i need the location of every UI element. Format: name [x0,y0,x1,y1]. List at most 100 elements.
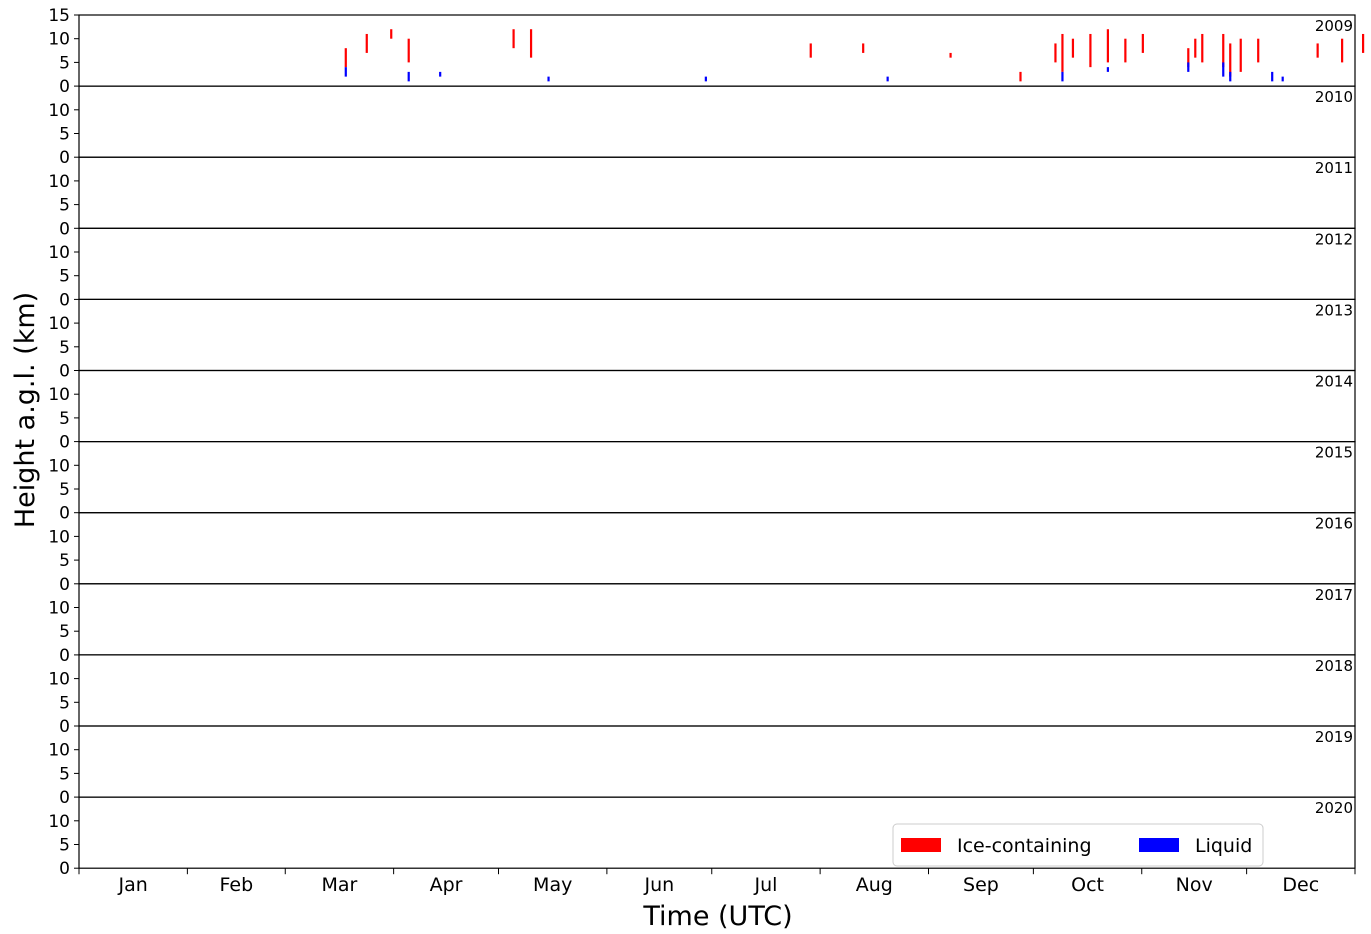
panel-frame [78,654,1356,727]
year-label: 2017 [1315,586,1353,604]
panel-frame [78,583,1356,656]
panel-frame [78,725,1356,798]
y-tick-label: 0 [59,646,70,666]
y-tick-label: 15 [48,6,70,26]
y-tick-label: 5 [59,622,70,642]
y-tick-label: 5 [59,338,70,358]
ice-bar [949,52,952,58]
y-tick-label: 0 [59,433,70,453]
liquid-bar [1229,71,1232,82]
ice-bar [1054,43,1057,63]
ice-bar [407,38,410,63]
year-label: 2018 [1315,657,1353,675]
y-tick-label: 0 [59,148,70,168]
y-tick-label: 10 [48,30,70,50]
ice-bar [365,33,368,53]
y-tick-label: 0 [59,219,70,239]
y-tick-label: 0 [59,290,70,310]
year-label: 2016 [1315,515,1353,533]
ice-bar [1194,38,1197,58]
ice-bar [529,29,533,58]
ice-bar [1019,71,1022,82]
liquid-bar [344,67,347,77]
liquid-bar [1106,67,1109,72]
x-axis: Jan Feb Mar Apr May Jun Jul Aug Sep Oct Nov Dec [78,868,1356,896]
panel-2014: 0 5 10 2014 [48,369,1356,453]
ice-bar [809,43,812,58]
panel-2020: 0 5 10 2020 [48,796,1356,879]
ice-bar [1341,38,1344,63]
y-tick-label: 5 [59,125,70,145]
month-label: Aug [856,874,893,896]
ice-bar [512,29,515,49]
year-label: 2020 [1315,799,1353,817]
month-label: Apr [430,874,463,896]
year-label: 2013 [1315,301,1353,319]
y-tick-label: 10 [48,741,70,761]
panel-frame [78,156,1356,229]
panel-frame [78,512,1356,585]
liquid-bar [886,76,889,82]
legend-label: Liquid [1195,835,1252,857]
liquid-bar [704,76,707,82]
liquid-bar [547,76,550,82]
y-tick-label: 5 [59,551,70,571]
y-tick-label: 5 [59,693,70,713]
liquid-bar [1187,62,1190,72]
y-tick-label: 10 [48,101,70,121]
y-tick-label: 10 [48,527,70,547]
y-tick-label: 0 [59,859,70,879]
y-tick-label: 10 [48,385,70,405]
panel-frame [78,227,1356,301]
ice-bar [1187,48,1190,68]
month-label: Jun [643,874,674,896]
panel-2011: 0 5 10 2011 [48,156,1356,239]
ice-bar [862,43,865,53]
y-tick-label: 10 [48,670,70,690]
y-tick-label: 5 [59,196,70,216]
month-label: May [533,874,572,896]
liquid-bar [1222,62,1225,77]
y-tick-label: 10 [48,243,70,263]
y-axis-title: Height a.g.l. (km) [10,292,41,528]
ice-bar [1361,33,1365,53]
y-tick-label: 0 [59,575,70,595]
ice-bar [1106,29,1109,63]
ice-bar [1141,33,1144,53]
y-tick-label: 5 [59,267,70,287]
month-label: Feb [219,874,253,896]
panel-2013: 0 5 10 2013 [48,298,1356,382]
liquid-bar [407,71,410,82]
ice-bar [1071,38,1075,58]
y-tick-label: 0 [59,77,70,97]
panel-2017: 0 5 10 2017 [48,583,1356,666]
y-tick-label: 0 [59,362,70,382]
y-tick-label: 5 [59,53,70,73]
y-tick-label: 5 [59,764,70,784]
ice-bar [1201,33,1204,63]
panel-frame [78,298,1356,372]
panel-2015: 0 5 10 2015 [48,441,1356,524]
ice-bar [1089,33,1092,68]
liquid-bar [1061,71,1064,82]
panel-frame [78,369,1356,443]
ice-bar [1222,33,1225,68]
panel-2012: 0 5 10 2012 [48,227,1356,310]
month-label: Oct [1071,874,1104,896]
liquid-bar [439,71,442,77]
panel-2016: 0 5 10 2016 [48,512,1356,595]
panel-frame [78,85,1356,158]
liquid-bar [1281,76,1284,82]
liquid-bar [1271,71,1274,82]
year-label: 2012 [1315,230,1353,248]
y-tick-label: 0 [59,504,70,524]
ice-bar [390,29,393,39]
month-label: Mar [322,874,358,896]
panel-2018: 0 5 10 2018 [48,654,1356,737]
y-tick-label: 5 [59,409,70,429]
ice-bar [1229,43,1232,77]
y-tick-label: 0 [59,717,70,737]
y-tick-label: 10 [48,314,70,334]
ice-bar [1257,38,1260,63]
